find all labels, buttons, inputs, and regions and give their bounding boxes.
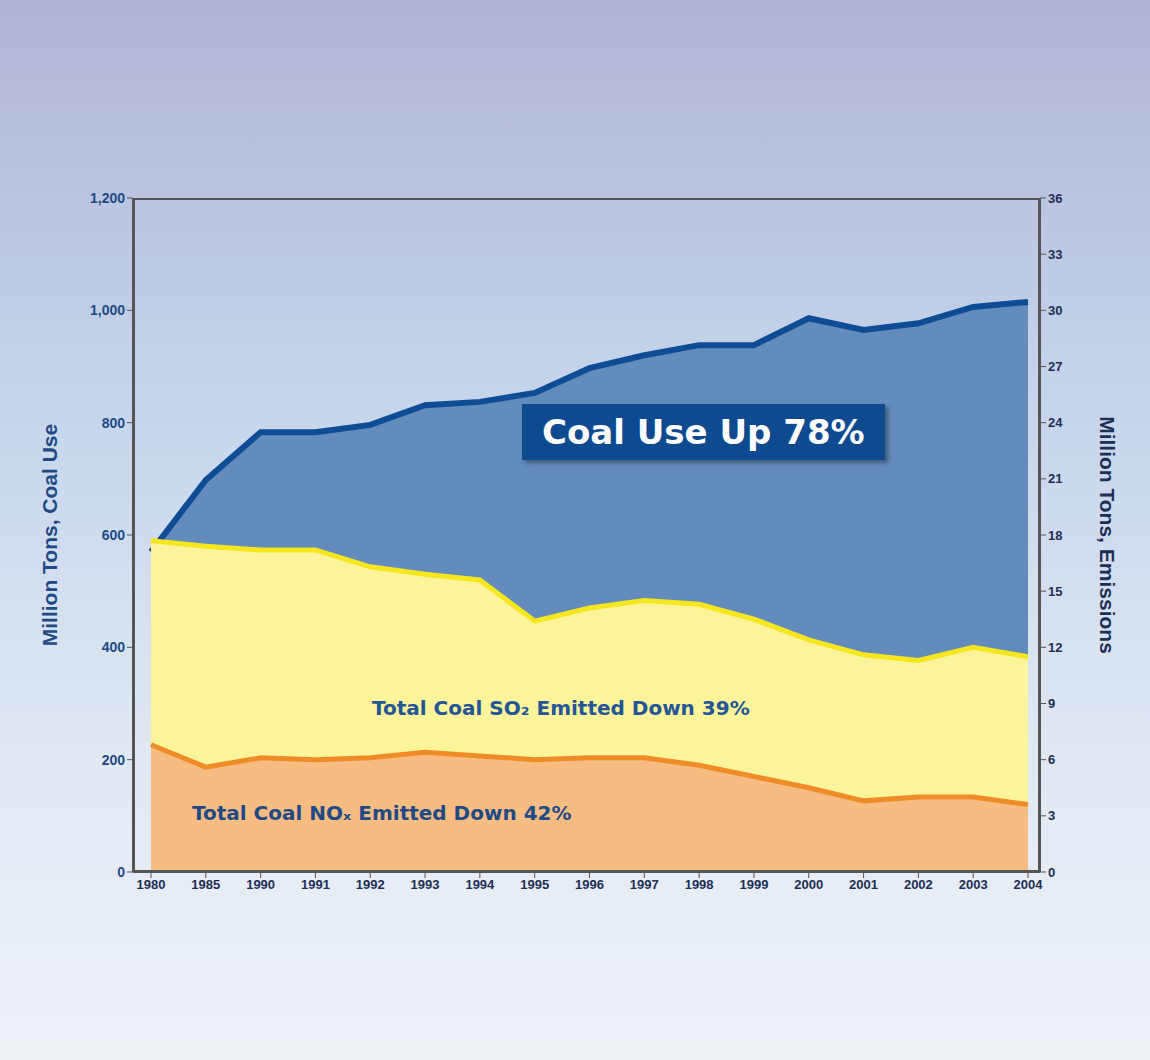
svg-text:1990: 1990 <box>246 877 275 892</box>
svg-text:15: 15 <box>1048 584 1062 599</box>
svg-text:1985: 1985 <box>191 877 220 892</box>
svg-text:0: 0 <box>117 864 125 880</box>
html-text:Million Tons, Coal Use: Million Tons, Coal Use <box>38 423 61 647</box>
svg-text:30: 30 <box>1048 303 1062 318</box>
svg-text:400: 400 <box>102 639 126 655</box>
svg-text:18: 18 <box>1048 528 1062 543</box>
svg-text:12: 12 <box>1048 640 1062 655</box>
svg-text:1991: 1991 <box>301 877 330 892</box>
svg-text:600: 600 <box>102 527 126 543</box>
svg-text:1996: 1996 <box>575 877 604 892</box>
svg-text:21: 21 <box>1048 471 1062 486</box>
svg-text:36: 36 <box>1048 191 1062 206</box>
svg-text:2001: 2001 <box>849 877 878 892</box>
svg-text:1995: 1995 <box>520 877 549 892</box>
svg-text:1998: 1998 <box>685 877 714 892</box>
svg-text:24: 24 <box>1048 415 1063 430</box>
svg-text:0: 0 <box>1048 865 1055 880</box>
svg-text:3: 3 <box>1048 808 1055 823</box>
svg-text:200: 200 <box>102 752 126 768</box>
html-text:Total Coal SO₂ Emitted Down 39: Total Coal SO₂ Emitted Down 39% <box>372 696 750 720</box>
svg-text:2003: 2003 <box>959 877 988 892</box>
svg-text:2000: 2000 <box>794 877 823 892</box>
svg-text:1980: 1980 <box>137 877 166 892</box>
svg-text:1994: 1994 <box>465 877 495 892</box>
svg-text:1,200: 1,200 <box>90 190 125 206</box>
svg-text:1999: 1999 <box>739 877 768 892</box>
svg-text:2004: 2004 <box>1014 877 1044 892</box>
html-text:Million Tons, Emissions: Million Tons, Emissions <box>1096 416 1119 654</box>
svg-text:1992: 1992 <box>356 877 385 892</box>
svg-text:1997: 1997 <box>630 877 659 892</box>
html-text:Coal Use Up 78%: Coal Use Up 78% <box>542 412 865 452</box>
svg-text:27: 27 <box>1048 359 1062 374</box>
svg-text:1,000: 1,000 <box>90 302 125 318</box>
svg-text:33: 33 <box>1048 247 1062 262</box>
svg-text:800: 800 <box>102 415 126 431</box>
svg-text:9: 9 <box>1048 696 1055 711</box>
svg-text:6: 6 <box>1048 752 1055 767</box>
svg-text:2002: 2002 <box>904 877 933 892</box>
html-text:Total Coal NOₓ Emitted Down 42: Total Coal NOₓ Emitted Down 42% <box>192 801 572 825</box>
svg-text:1993: 1993 <box>411 877 440 892</box>
